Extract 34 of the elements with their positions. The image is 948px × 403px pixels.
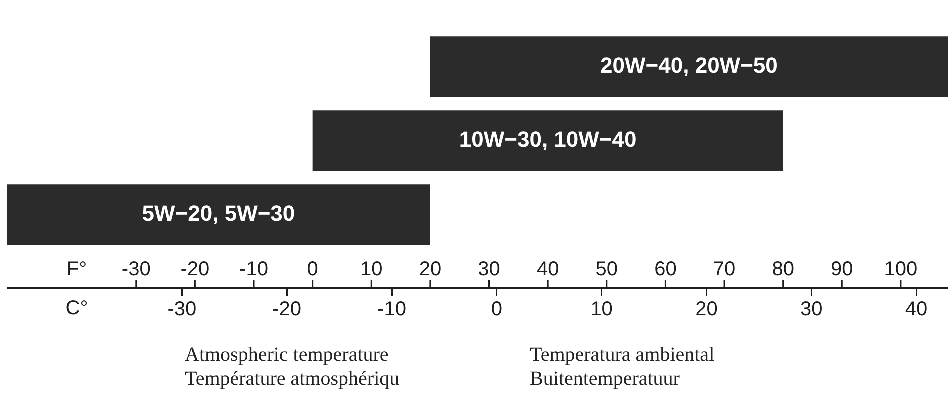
y-tick-label: 10W−30, 10W−40	[459, 127, 637, 152]
x-tick-label: 50	[596, 258, 618, 281]
x-tick-label: 10	[360, 258, 383, 281]
y-tick-label: 20W−40, 20W−50	[600, 53, 778, 78]
x-tick-label: 80	[772, 258, 794, 281]
x-tick-label: 30	[478, 258, 500, 281]
x2-tick-label: 40	[905, 298, 928, 321]
x2-tick-label: 20	[696, 298, 718, 321]
x-tick-label: -30	[122, 258, 151, 281]
text: Atmospheric temperature	[185, 343, 390, 367]
x2-tick-label: -30	[168, 298, 197, 321]
text: Buitentemperatuur	[530, 367, 681, 391]
x-tick-label: 40	[536, 258, 560, 281]
x-tick-label: 70	[713, 258, 736, 281]
x-tick-label: -20	[180, 258, 210, 281]
x2-axis-title: C°	[66, 298, 88, 320]
x2-tick-label: 0	[491, 298, 502, 321]
x2-tick-label: -20	[272, 298, 302, 321]
text: Température atmosphériqu	[185, 367, 401, 391]
x-tick-label: 90	[831, 258, 854, 281]
x2-tick-label: -10	[378, 298, 406, 321]
bar	[430, 36, 948, 98]
y-tick-label: 5W−20, 5W−30	[142, 201, 296, 226]
x-tick-label: 60	[654, 258, 677, 281]
x-tick-label: -10	[240, 258, 268, 281]
x2-tick-label: 10	[590, 298, 613, 321]
x-tick-label: 20	[419, 258, 442, 281]
bar	[7, 184, 430, 246]
x-tick-label: 0	[307, 258, 318, 281]
bar	[312, 110, 784, 172]
x-tick-label: 100	[884, 258, 918, 281]
text: Temperatura ambiental	[530, 343, 716, 367]
x2-tick-label: 30	[800, 298, 823, 321]
x-axis-title: F°	[66, 258, 88, 281]
